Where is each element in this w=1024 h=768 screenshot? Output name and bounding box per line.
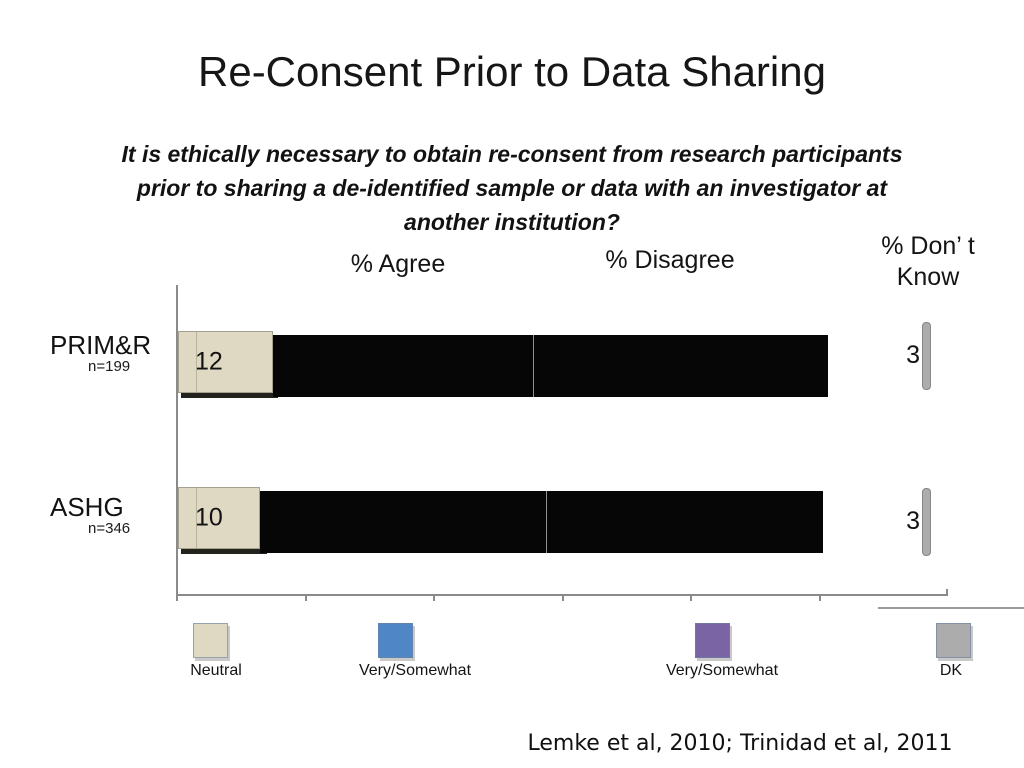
legend-swatch-neutral [193, 623, 228, 658]
x-axis-tick [690, 596, 692, 601]
x-axis-tick [305, 596, 307, 601]
column-header-disagree: % Disagree [605, 246, 735, 274]
bar-ashg-segment-divider [546, 491, 547, 553]
bar-ashg-neutral-value: 10 [195, 503, 223, 532]
bar-primr-neutral-value: 12 [195, 347, 223, 376]
bar-primr-neutral-segment: 12 [178, 331, 273, 393]
legend-swatch-dk [936, 623, 971, 658]
legend-label-agree: Very/Somewhat [358, 662, 472, 679]
neutral-segment-inner-line [196, 332, 197, 392]
column-header-dont-know: % Don’ t Know [858, 231, 998, 293]
column-header-dont-know-line1: % Don’ t [881, 232, 975, 260]
question-line-2: prior to sharing a de-identified sample … [136, 175, 888, 201]
bar-ashg-dk [922, 488, 931, 556]
x-axis-tick [433, 596, 435, 601]
bar-ashg-agree-disagree-segments [260, 491, 823, 553]
x-axis-end-tick [946, 589, 948, 595]
legend-label-dk: DK [939, 662, 963, 679]
bar-ashg-neutral-segment: 10 [178, 487, 260, 549]
x-axis-tick [176, 596, 178, 601]
legend-label-neutral: Neutral [190, 662, 242, 679]
row-label-primr: PRIM&R [50, 330, 152, 360]
legend-label-disagree: Very/Somewhat [665, 662, 779, 679]
column-header-dont-know-line2: Know [896, 263, 960, 291]
bar-ashg-shadow [181, 549, 267, 554]
legend-swatch-agree [378, 623, 413, 658]
row-label-ashg: ASHG [50, 492, 124, 522]
dont-know-axis-line [878, 607, 1024, 609]
question-line-3: another institution? [404, 209, 620, 235]
page-title: Re-Consent Prior to Data Sharing [198, 48, 826, 95]
column-header-agree: % Agree [350, 250, 446, 278]
x-axis-line [176, 594, 948, 596]
question-line-1: It is ethically necessary to obtain re-c… [121, 141, 903, 167]
bar-primr-segment-divider [533, 335, 534, 397]
y-axis-line [176, 285, 178, 597]
neutral-segment-inner-line [196, 488, 197, 548]
citation: Lemke et al, 2010; Trinidad et al, 2011 [527, 731, 953, 756]
bar-primr-dk [922, 322, 931, 390]
bar-primr-shadow [181, 393, 278, 398]
question-text: It is ethically necessary to obtain re-c… [62, 137, 962, 239]
bar-primr-agree-disagree-segments [273, 335, 828, 397]
bar-ashg-dk-value: 3 [906, 507, 920, 535]
row-n-ashg: n=346 [88, 520, 131, 537]
x-axis-tick [562, 596, 564, 601]
legend-swatch-disagree [695, 623, 730, 658]
x-axis-tick [819, 596, 821, 601]
bar-primr-dk-value: 3 [906, 341, 920, 369]
row-n-primr: n=199 [88, 358, 131, 375]
